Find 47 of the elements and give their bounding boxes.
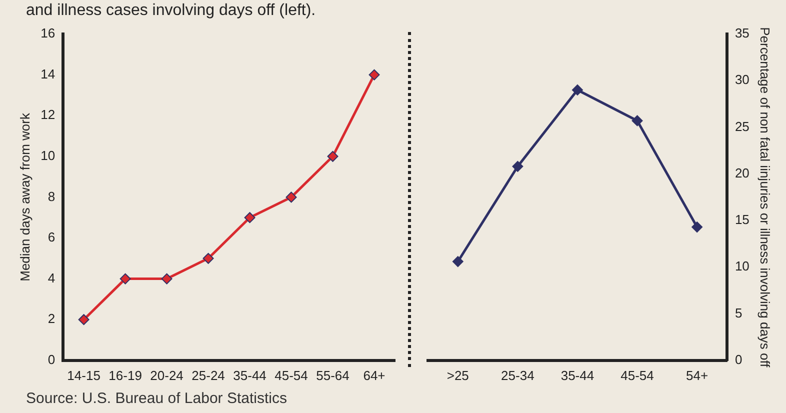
chart-title: and illness cases involving days off (left). — [26, 2, 316, 20]
point — [202, 252, 214, 264]
y-tick-label: 2 — [48, 311, 56, 326]
point — [692, 222, 703, 233]
x-tick-label: >25 — [446, 368, 469, 383]
x-tick-label: 45-54 — [274, 368, 308, 383]
x-tick-label: 25-34 — [501, 368, 534, 383]
y-tick-label: 25 — [734, 118, 750, 134]
point — [632, 115, 643, 126]
y-axis-title: Percentage of non fatal iinjuries or illness involving days off — [758, 27, 773, 368]
y-tick-label: 10 — [734, 258, 750, 274]
y-axis-title: Median days away from work — [17, 112, 32, 282]
point — [120, 273, 131, 284]
y-tick-label: 20 — [734, 165, 750, 180]
source-note: Source: U.S. Bureau of Labor Statistics — [26, 390, 287, 407]
point — [452, 256, 464, 268]
x-tick-label: 14-15 — [67, 368, 100, 383]
y-tick-label: 30 — [734, 72, 750, 88]
y-tick-label: 0 — [734, 352, 742, 367]
y-tick-label: 16 — [40, 26, 56, 41]
x-tick-label: 64+ — [363, 368, 386, 383]
point — [327, 150, 338, 162]
point — [78, 314, 90, 326]
y-tick-label: 10 — [40, 148, 56, 163]
point — [286, 192, 297, 203]
x-tick-label: 25-24 — [192, 368, 225, 383]
y-tick-label: 6 — [48, 230, 56, 245]
point — [244, 212, 256, 224]
x-tick-label: 54+ — [686, 368, 708, 383]
x-tick-label: 35-44 — [233, 368, 266, 383]
y-tick-label: 0 — [48, 352, 56, 367]
y-tick-label: 8 — [48, 188, 56, 204]
y-tick-label: 15 — [734, 212, 750, 228]
x-tick-label: 16-19 — [108, 368, 142, 383]
y-tick-label: 14 — [40, 66, 56, 82]
y-tick-label: 5 — [734, 305, 742, 320]
point — [512, 160, 524, 172]
x-tick-label: 35-44 — [560, 368, 594, 383]
x-tick-label: 45-54 — [620, 368, 654, 383]
y-tick-label: 35 — [734, 26, 750, 41]
point — [572, 84, 583, 96]
y-tick-label: 12 — [40, 107, 56, 122]
x-tick-label: 20-24 — [150, 368, 184, 383]
y-tick-label: 4 — [48, 270, 56, 286]
point — [161, 273, 172, 284]
x-tick-label: 55-64 — [316, 368, 350, 383]
point — [368, 69, 380, 80]
